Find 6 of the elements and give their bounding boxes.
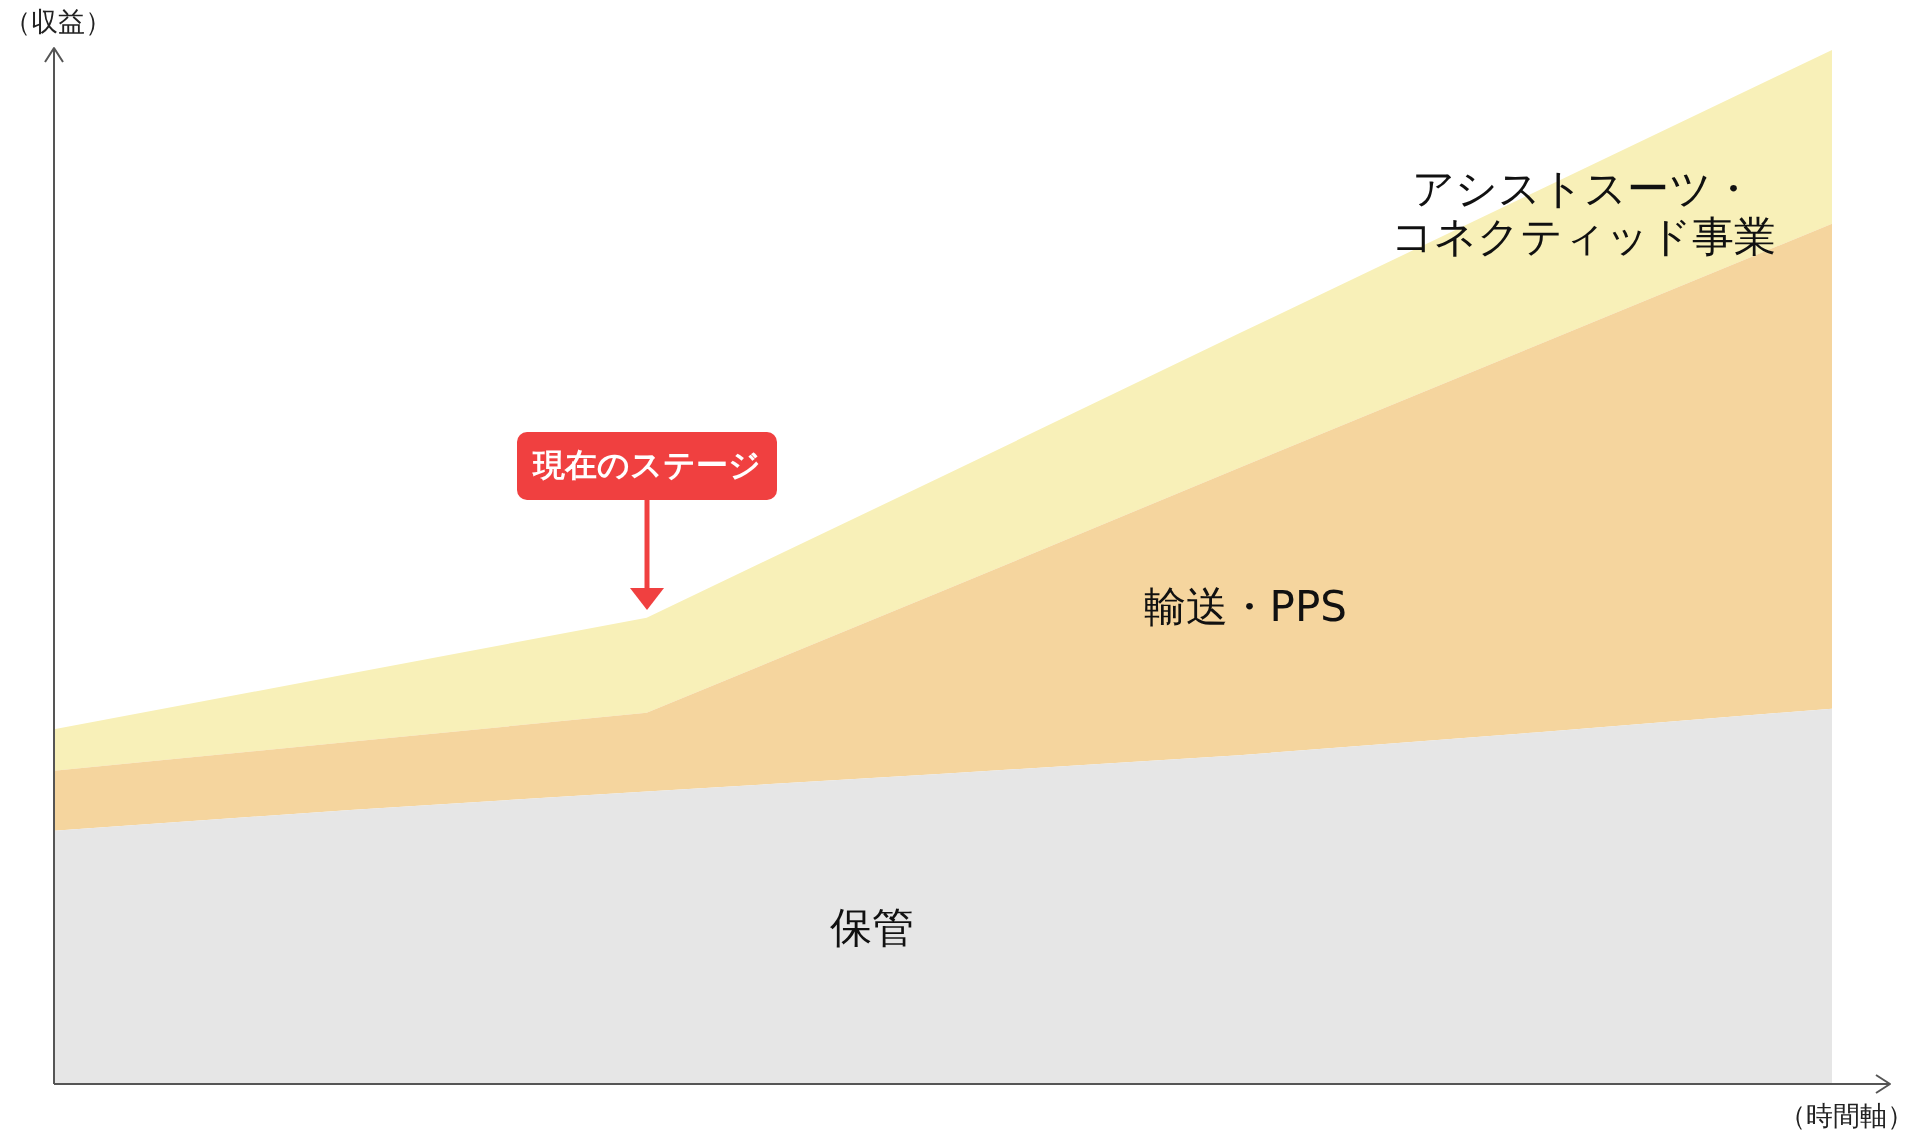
annotation: 現在のステージ	[516, 431, 777, 500]
series-label: アシストスーツ・コネクティッド事業	[1390, 164, 1776, 262]
y-axis-title: （収益）	[4, 5, 112, 39]
x-axis-title: （時間軸）	[1779, 1099, 1914, 1133]
series-label: 輸送・PPS	[1143, 581, 1347, 631]
series-label: 保管	[829, 902, 914, 952]
